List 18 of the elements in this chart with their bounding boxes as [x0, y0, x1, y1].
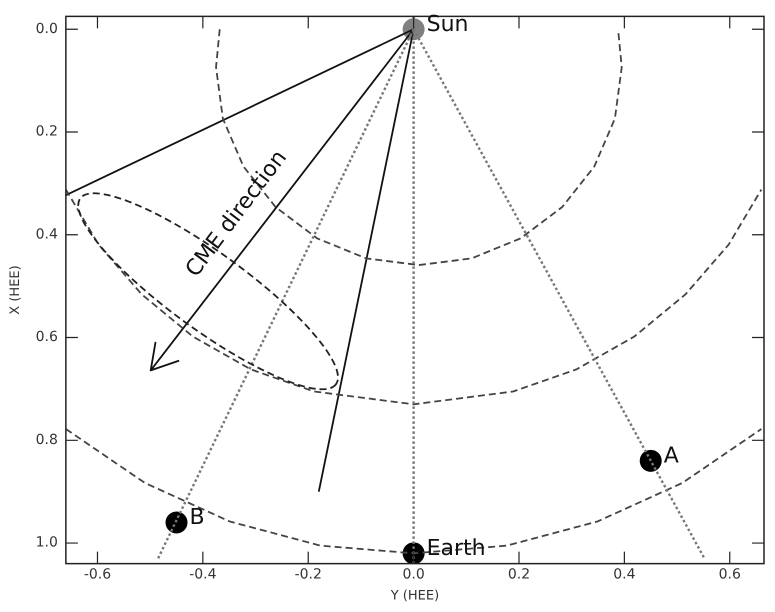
- series-label: A: [664, 444, 679, 469]
- y-tick-label: 0.2: [36, 124, 58, 140]
- y-tick-label: 0.6: [36, 329, 58, 346]
- x-axis-title: Y (HEE): [390, 588, 440, 604]
- x-tick-label: 0.6: [718, 566, 741, 583]
- y-tick-label: 0.4: [36, 226, 58, 242]
- y-tick-label: 1.0: [36, 534, 58, 551]
- series-label: Sun: [426, 12, 468, 37]
- y-tick-label: 0.8: [36, 432, 58, 448]
- y-axis-title: X (HEE): [8, 265, 24, 315]
- x-tick-label: 0.0: [402, 566, 425, 583]
- x-tick-label: -0.2: [294, 566, 322, 583]
- x-tick-label: -0.6: [84, 566, 112, 583]
- x-tick-label: 0.2: [508, 566, 530, 583]
- y-tick-label: 0.0: [36, 20, 58, 37]
- x-tick-label: -0.4: [189, 566, 217, 583]
- x-tick-label: 0.4: [613, 566, 636, 583]
- series-label: B: [190, 505, 205, 530]
